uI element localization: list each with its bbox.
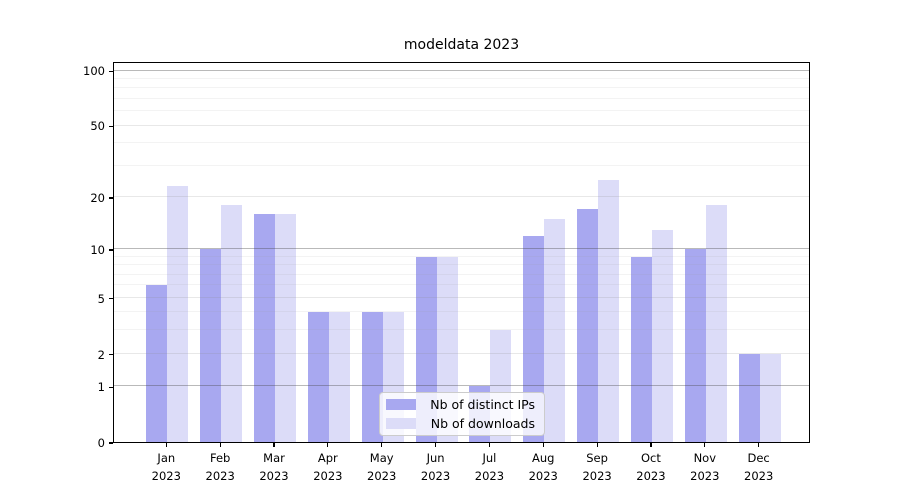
x-tick-label-may: May 2023	[367, 451, 397, 483]
bars-layer	[114, 63, 809, 442]
bar-dec-downloads	[759, 353, 781, 442]
legend-item-distinct-ips: Nb of distinct IPs	[386, 395, 535, 414]
x-tick-mark	[327, 443, 329, 447]
bar-aug-downloads	[544, 218, 566, 442]
y-tick-label-2: 2	[97, 347, 105, 362]
bar-oct-downloads	[651, 229, 673, 442]
legend: Nb of distinct IPs Nb of downloads	[379, 392, 545, 436]
y-tick-mark	[109, 386, 113, 388]
x-tick-label-jul: Jul 2023	[474, 451, 505, 483]
bar-jan-ips	[146, 285, 168, 442]
x-tick-mark	[758, 443, 760, 447]
x-tick-label-oct: Oct 2023	[636, 451, 666, 483]
x-tick-mark	[704, 443, 706, 447]
plot-area	[113, 62, 810, 443]
x-tick-mark	[650, 443, 652, 447]
x-tick-mark	[434, 443, 437, 447]
bar-mar-downloads	[275, 213, 296, 442]
x-tick-label-jan: Jan 2023	[151, 451, 181, 483]
bar-oct-ips	[630, 256, 652, 442]
bar-dec-ips	[738, 353, 760, 442]
x-tick-label-jun: Jun 2023	[420, 451, 451, 483]
bar-aug-ips	[523, 235, 545, 442]
x-tick-mark	[165, 443, 167, 447]
y-tick-mark	[109, 298, 113, 300]
bar-may-ips	[361, 312, 383, 442]
bar-apr-downloads	[328, 312, 350, 442]
y-tick-label-20: 20	[90, 190, 105, 205]
bar-mar-ips	[254, 213, 275, 442]
x-tick-mark	[273, 443, 275, 447]
y-tick-label-50: 50	[90, 119, 105, 134]
x-tick-mark	[596, 443, 598, 447]
legend-swatch-downloads	[386, 418, 416, 429]
legend-swatch-distinct-ips	[386, 399, 416, 410]
x-tick-label-aug: Aug 2023	[528, 451, 558, 483]
chart-title: modeldata 2023	[403, 37, 520, 53]
x-tick-mark	[542, 443, 544, 447]
x-tick-mark	[381, 443, 383, 447]
bar-feb-downloads	[221, 205, 243, 442]
y-tick-mark	[109, 249, 113, 251]
x-tick-label-apr: Apr 2023	[313, 451, 343, 483]
legend-label-distinct-ips: Nb of distinct IPs	[430, 397, 535, 412]
bar-sep-ips	[577, 209, 599, 442]
x-tick-label-sep: Sep 2023	[582, 451, 612, 483]
y-tick-label-1: 1	[97, 380, 105, 395]
x-tick-label-feb: Feb 2023	[205, 451, 235, 483]
x-tick-mark	[488, 443, 490, 447]
y-tick-label-100: 100	[83, 64, 105, 79]
bar-apr-ips	[307, 312, 329, 442]
x-tick-mark	[219, 443, 221, 447]
y-tick-mark	[109, 197, 113, 199]
y-tick-mark	[109, 125, 113, 128]
bar-nov-downloads	[705, 205, 727, 442]
bar-feb-ips	[200, 249, 222, 442]
y-tick-label-5: 5	[97, 291, 105, 306]
legend-item-downloads: Nb of downloads	[386, 414, 535, 433]
y-tick-mark	[109, 353, 113, 356]
legend-label-downloads: Nb of downloads	[430, 416, 535, 431]
x-tick-label-dec: Dec 2023	[744, 451, 774, 483]
y-tick-label-10: 10	[90, 242, 105, 257]
y-tick-mark	[109, 70, 113, 73]
bar-jan-downloads	[167, 186, 189, 442]
x-tick-label-mar: Mar 2023	[259, 451, 289, 483]
y-tick-mark	[109, 442, 113, 444]
bar-sep-downloads	[598, 179, 620, 442]
bar-nov-ips	[684, 249, 706, 442]
y-tick-label-0: 0	[97, 436, 105, 450]
x-tick-label-nov: Nov 2023	[690, 451, 720, 483]
